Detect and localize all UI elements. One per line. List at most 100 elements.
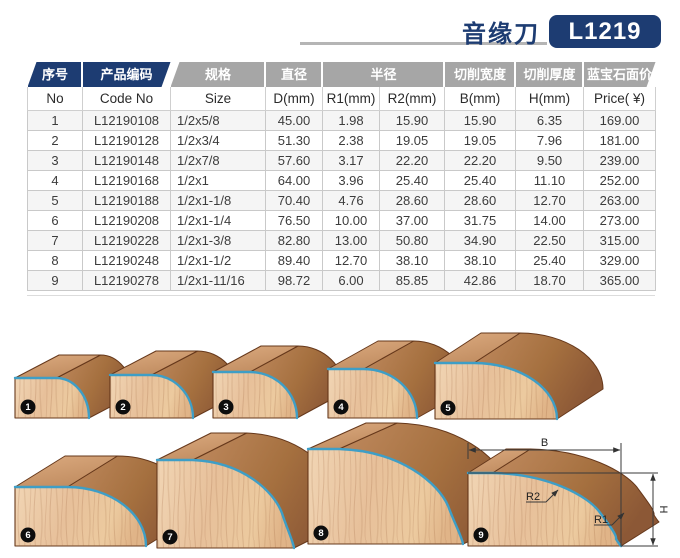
table-cell: 76.50 <box>265 210 323 231</box>
profile-illustrations: 1 2 3 4 5 6 7 8 9 B H R2 R1 <box>13 332 669 550</box>
table-cell: 9.50 <box>515 150 585 171</box>
profile-edge-line <box>466 471 623 548</box>
col-header-cut-thickness-cn: 切削厚度 <box>515 62 584 87</box>
table-cell: 50.80 <box>378 230 446 251</box>
table-cell: 28.60 <box>444 190 517 211</box>
table-cell: 252.00 <box>583 170 657 191</box>
table-cell: 329.00 <box>583 250 657 271</box>
table-cell: 38.10 <box>444 250 517 271</box>
table-cell: 45.00 <box>265 110 323 131</box>
svg-text:5: 5 <box>445 403 451 414</box>
table-cell: 19.05 <box>378 130 446 151</box>
table-cell: 315.00 <box>583 230 657 251</box>
number-badge <box>20 399 36 415</box>
table-cell: 1 <box>27 110 83 131</box>
svg-text:1: 1 <box>25 402 31 413</box>
table-cell: 181.00 <box>583 130 657 151</box>
table-cell: 89.40 <box>265 250 323 271</box>
table-row: 9 L12190278 1/2x1-11/16 98.72 6.00 85.85 42.86… <box>27 270 657 291</box>
table-cell: 1/2x1-1/2 <box>170 250 266 271</box>
col-header-price: Price( ¥) <box>583 87 657 111</box>
number-badge <box>162 529 178 545</box>
table-cell: L12190248 <box>82 250 171 271</box>
table-cell: 1/2x1-1/8 <box>170 190 266 211</box>
table-cell: L12190168 <box>82 170 171 191</box>
table-cell: 82.80 <box>265 230 323 251</box>
profile-block-5: 5 <box>433 332 604 421</box>
dim-label-r1: R1 <box>594 514 608 526</box>
table-cell: 2.38 <box>322 130 380 151</box>
col-header-radius-cn: 半径 <box>322 62 445 87</box>
col-header-code-cn: 产品编码 <box>83 62 171 87</box>
table-cell: 7 <box>27 230 83 251</box>
svg-text:4: 4 <box>338 402 344 413</box>
col-header-h: H(mm) <box>515 87 585 111</box>
number-badge <box>20 527 36 543</box>
profile-block-9: 9 <box>466 448 660 548</box>
table-cell: 1/2x5/8 <box>170 110 266 131</box>
profile-block-3: 3 <box>211 345 346 420</box>
table-cell: 6.00 <box>322 270 380 291</box>
svg-text:2: 2 <box>120 402 125 413</box>
table-cell: 9 <box>27 270 83 291</box>
col-header-size: Size <box>170 87 266 111</box>
table-cell: 3.96 <box>322 170 380 191</box>
svg-text:8: 8 <box>318 528 323 539</box>
table-cell: 1/2x1-1/4 <box>170 210 266 231</box>
number-badge <box>333 399 349 415</box>
header-row-en: No Code No Size D(mm) R1(mm) R2(mm) B(mm… <box>27 87 657 111</box>
number-badge <box>218 399 234 415</box>
number-badge <box>440 400 456 416</box>
model-badge: L1219 <box>549 15 661 48</box>
table-cell: L12190148 <box>82 150 171 171</box>
table-cell: 6.35 <box>515 110 585 131</box>
table-cell: 42.86 <box>444 270 517 291</box>
table-cell: 7.96 <box>515 130 585 151</box>
table-cell: 64.00 <box>265 170 323 191</box>
table-cell: L12190208 <box>82 210 171 231</box>
table-row: 6 L12190208 1/2x1-1/4 76.50 10.00 37.00 31.75 1… <box>27 210 657 231</box>
table-row: 3 L12190148 1/2x7/8 57.60 3.17 22.20 22.20 9.50… <box>27 150 657 171</box>
table-cell: 1/2x1-3/8 <box>170 230 266 251</box>
table-cell: 365.00 <box>583 270 657 291</box>
table-cell: L12190108 <box>82 110 171 131</box>
col-header-r2: R2(mm) <box>378 87 446 111</box>
profile-edge-line <box>326 367 419 420</box>
svg-text:6: 6 <box>25 530 30 541</box>
number-badge <box>473 527 489 543</box>
table-cell: 98.72 <box>265 270 323 291</box>
table-cell: 1/2x1 <box>170 170 266 191</box>
dim-label-b: B <box>541 437 548 449</box>
table-cell: 22.20 <box>444 150 517 171</box>
col-header-b: B(mm) <box>444 87 517 111</box>
table-cell: 70.40 <box>265 190 323 211</box>
table-cell: 22.20 <box>378 150 446 171</box>
table-cell: 25.40 <box>444 170 517 191</box>
table-cell: 85.85 <box>378 270 446 291</box>
table-cell: 169.00 <box>583 110 657 131</box>
profile-edge-line <box>155 458 296 550</box>
table-cell: 273.00 <box>583 210 657 231</box>
profile-edge-line <box>13 485 148 548</box>
table-cell: 8 <box>27 250 83 271</box>
title-underline <box>300 42 547 45</box>
table-cell: 15.90 <box>378 110 446 131</box>
table-cell: 19.05 <box>444 130 517 151</box>
profile-edge-line <box>108 373 195 420</box>
table-cell: 12.70 <box>322 250 380 271</box>
table-cell: L12190188 <box>82 190 171 211</box>
table-cell: 14.00 <box>515 210 585 231</box>
col-header-cut-width-cn: 切削宽度 <box>444 62 516 87</box>
table-cell: 4.76 <box>322 190 380 211</box>
table-cell: 1/2x3/4 <box>170 130 266 151</box>
table-row: 8 L12190248 1/2x1-1/2 89.40 12.70 38.10 38.10 2… <box>27 250 657 271</box>
dim-label-r2: R2 <box>526 491 540 503</box>
table-cell: 263.00 <box>583 190 657 211</box>
page-title: 音缘刀 <box>462 21 540 48</box>
table-cell: 10.00 <box>322 210 380 231</box>
table-cell: 37.00 <box>378 210 446 231</box>
table-cell: L12190128 <box>82 130 171 151</box>
table-cell: 1/2x7/8 <box>170 150 266 171</box>
table-cell: L12190278 <box>82 270 171 291</box>
